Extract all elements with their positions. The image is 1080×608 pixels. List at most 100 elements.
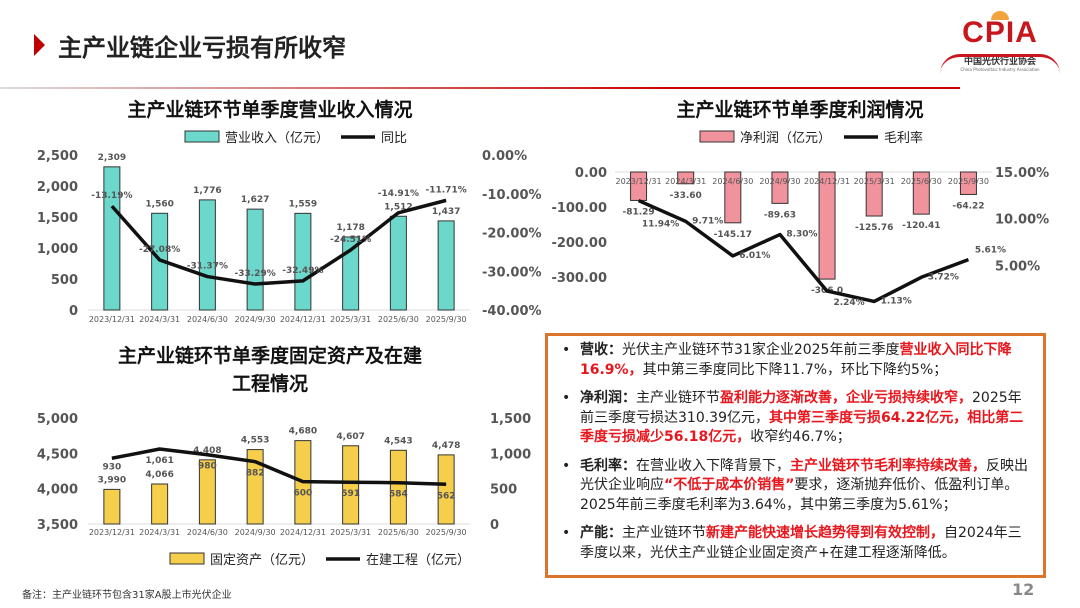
bar bbox=[630, 171, 648, 201]
left-axis-tick: 4,500 bbox=[37, 447, 78, 462]
bar-data-label: 4,478 bbox=[432, 441, 460, 451]
bar-data-label: 1,437 bbox=[432, 207, 460, 217]
chart2-title: 主产业链环节单季度利润情况 bbox=[676, 99, 924, 121]
line-data-label: 3.72% bbox=[928, 272, 959, 282]
category-label: 2025/3/31 bbox=[330, 528, 371, 537]
right-axis-tick: 15.00% bbox=[995, 166, 1049, 181]
left-axis-tick: 2,500 bbox=[37, 149, 78, 164]
category-label: 2023/12/31 bbox=[89, 528, 135, 537]
bar bbox=[246, 208, 264, 311]
line-data-label: 930 bbox=[102, 462, 121, 472]
line-data-label: 2.24% bbox=[833, 298, 864, 308]
series-line bbox=[637, 198, 970, 304]
left-axis-tick: -200.00 bbox=[551, 236, 607, 251]
bar-data-label: 1,560 bbox=[145, 199, 173, 209]
category-label: 2024/9/30 bbox=[759, 177, 800, 186]
line-data-label: 5.61% bbox=[975, 246, 1006, 256]
line-data-label: -13.19% bbox=[91, 191, 132, 201]
category-label: 2025/6/30 bbox=[901, 177, 942, 186]
bar-data-label: 1,559 bbox=[289, 199, 317, 209]
category-label: 2024/12/31 bbox=[280, 315, 326, 324]
series-line bbox=[110, 198, 447, 286]
bar-data-label: 4,066 bbox=[145, 470, 173, 480]
legend-bar-swatch bbox=[169, 552, 205, 565]
bar bbox=[437, 454, 455, 525]
line-data-label: -33.29% bbox=[235, 269, 276, 279]
bar-data-label: -145.17 bbox=[714, 230, 752, 240]
line-data-label: 8.30% bbox=[786, 230, 817, 240]
bar-data-label: -81.29 bbox=[622, 207, 654, 217]
category-label: 2024/6/30 bbox=[712, 177, 753, 186]
bar bbox=[294, 212, 312, 311]
bar bbox=[389, 449, 407, 525]
header-divider bbox=[0, 87, 960, 89]
series-line bbox=[111, 447, 447, 487]
category-label: 2024/6/30 bbox=[187, 315, 228, 324]
sun-icon bbox=[991, 11, 1009, 20]
category-label: 2025/6/30 bbox=[378, 528, 419, 537]
right-axis-tick: -10.00% bbox=[482, 188, 542, 203]
bar bbox=[818, 171, 836, 280]
logo-arc bbox=[940, 54, 1060, 74]
page-number: 12 bbox=[1012, 580, 1035, 599]
legend-line-label: 在建工程（亿元） bbox=[366, 553, 470, 568]
line-data-label: 1.13% bbox=[881, 296, 912, 306]
bar-data-label: 1,178 bbox=[336, 223, 364, 233]
right-axis-tick: 500 bbox=[490, 483, 517, 498]
line-data-label: 6.01% bbox=[739, 251, 770, 261]
right-axis-tick: 1,000 bbox=[490, 447, 531, 462]
category-label: 2025/9/30 bbox=[426, 528, 467, 537]
bar-data-label: 1,512 bbox=[384, 202, 412, 212]
category-label: 2024/9/30 bbox=[235, 528, 276, 537]
legend-bar-swatch bbox=[184, 130, 220, 143]
category-label: 2024/12/31 bbox=[280, 528, 326, 537]
bar-data-label: -64.22 bbox=[952, 201, 984, 211]
page-title: 主产业链企业亏损有所收窄 bbox=[58, 34, 346, 62]
bar-data-label: 1,776 bbox=[193, 186, 221, 196]
summary-box: 营收：光伏主产业链环节31家企业2025年前三季度营业收入同比下降16.9%，其… bbox=[545, 333, 1046, 578]
right-axis-tick: 10.00% bbox=[995, 213, 1049, 228]
line-data-label: -14.91% bbox=[378, 189, 419, 199]
legend-line-label: 毛利率 bbox=[884, 130, 923, 146]
right-axis-tick: 5.00% bbox=[995, 259, 1040, 274]
bar bbox=[151, 483, 169, 525]
legend-bar-label: 营业收入（亿元） bbox=[225, 131, 329, 146]
line-data-label: -32.49% bbox=[282, 266, 323, 276]
category-label: 2024/3/31 bbox=[139, 528, 180, 537]
left-axis-tick: 1,000 bbox=[37, 242, 78, 257]
left-axis-tick: 0.00 bbox=[575, 166, 607, 181]
bar bbox=[342, 445, 360, 525]
left-axis-tick: -100.00 bbox=[551, 201, 607, 216]
bar bbox=[724, 171, 742, 224]
line-data-label: 11.94% bbox=[642, 220, 680, 230]
line-data-label: 600 bbox=[293, 489, 312, 499]
bar-data-label: 4,543 bbox=[384, 436, 412, 446]
right-axis-tick: -40.00% bbox=[482, 304, 542, 319]
left-axis-tick: 2,000 bbox=[37, 180, 78, 195]
footnote: 备注：主产业链环节包含31家A股上市光伏企业 bbox=[22, 590, 232, 601]
bar-data-label: 2,309 bbox=[98, 153, 126, 163]
chart3-title-line2: 工程情况 bbox=[231, 373, 308, 395]
line-data-label: -27.08% bbox=[139, 245, 180, 255]
line-data-label: 9.71% bbox=[692, 216, 723, 226]
left-axis-tick: -300.00 bbox=[551, 271, 607, 286]
line-data-label: 584 bbox=[389, 490, 408, 500]
bar-data-label: 4,408 bbox=[193, 446, 221, 456]
bar bbox=[342, 236, 360, 311]
right-axis-tick: 1,500 bbox=[490, 412, 531, 427]
line-data-label: 882 bbox=[246, 469, 265, 479]
left-axis-tick: 500 bbox=[51, 273, 78, 288]
line-data-label: -11.71% bbox=[426, 185, 467, 195]
legend-bar-swatch bbox=[699, 130, 735, 143]
bar bbox=[912, 171, 930, 215]
category-label: 2024/6/30 bbox=[187, 528, 228, 537]
line-data-label: -24.51% bbox=[330, 235, 371, 245]
bar bbox=[677, 171, 695, 185]
category-label: 2025/9/30 bbox=[948, 177, 989, 186]
bar bbox=[198, 199, 216, 311]
legend-bar-label: 固定资产（亿元） bbox=[210, 553, 314, 568]
category-label: 2025/3/31 bbox=[854, 177, 895, 186]
bar bbox=[103, 488, 121, 525]
left-axis-tick: 0 bbox=[69, 304, 78, 319]
